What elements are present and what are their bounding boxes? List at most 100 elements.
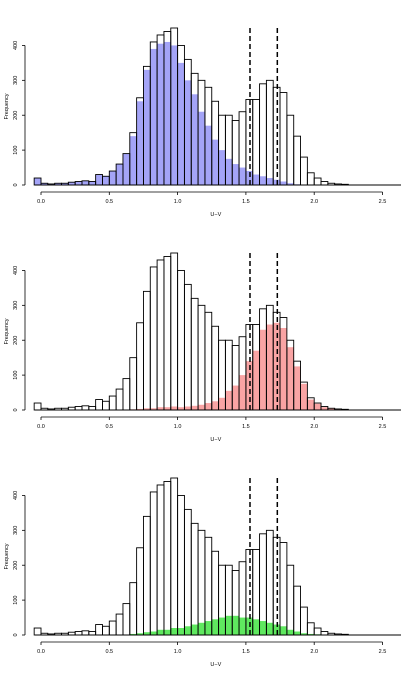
histogram-bar [108,620,117,636]
highlight-bar [204,403,212,410]
highlight-bar [245,171,253,185]
highlight-bar [157,407,164,410]
histogram-panel-2: 0 100 200 300 400 Frequency 0.0 0.5 1.0 1.5 2.0 2.5… [4,252,401,443]
x-tick-label: 0.5 [105,199,113,205]
histogram-bar [136,322,144,411]
histogram-bar [115,388,124,411]
histogram-bar [306,172,315,186]
x-tick-label: 2.5 [379,649,387,655]
y-tick-label: 400 [13,491,19,500]
histogram-bar [183,283,192,411]
x-tick-label: 1.0 [174,649,182,655]
y-tick-label: 0 [13,408,19,411]
x-tick-label: 0.5 [105,424,113,430]
histogram-bar [156,259,165,411]
highlight-bar [47,183,55,185]
highlight-bar [225,615,233,635]
highlight-bar [239,375,246,410]
histogram-bar [293,135,301,186]
x-tick-label: 1.5 [242,424,250,430]
highlight-bar [136,101,144,185]
highlight-bar [204,125,212,185]
highlight-bar [259,621,267,635]
histogram-bar [252,99,261,186]
histogram-bar [102,400,110,411]
histogram-bar [170,477,179,636]
histogram-bar [259,533,267,636]
histogram-bar [102,625,110,636]
y-tick-label: 300 [13,76,19,85]
histogram-bar [170,252,179,411]
highlight-bar [95,174,103,185]
highlight-bar [184,626,192,635]
histogram-bar [286,114,295,186]
x-tick-label: 0.5 [105,649,113,655]
highlight-bar [307,633,315,635]
x-tick-label: 2.5 [379,199,387,205]
histogram-bar [149,491,158,636]
histogram-bar [163,481,172,636]
highlight-bar [300,633,308,635]
histogram-bar [142,515,151,636]
histogram-bar [190,297,199,411]
highlight-bar [61,183,69,185]
highlight-bar [184,406,192,410]
highlight-bar [211,401,219,410]
highlight-bar [198,404,205,410]
x-tick-label: 1.0 [174,199,182,205]
x-tick-label: 0.0 [37,424,45,430]
highlight-bar [252,619,260,635]
highlight-bar [129,136,137,185]
highlight-bar [191,94,199,185]
highlight-bar [286,347,294,410]
highlight-bar [116,164,123,185]
histogram-bar [88,631,97,636]
highlight-bar [273,624,281,635]
histogram-bar [33,402,42,411]
histogram-bar [197,304,206,411]
histogram-bar [183,508,192,636]
histogram-bar [33,627,42,636]
highlight-bar [75,181,82,185]
highlight-bar [88,181,96,185]
highlight-bar [122,153,130,185]
highlight-bar [102,176,110,185]
highlight-bar [191,624,199,635]
histogram-bar [95,624,103,636]
highlight-bar [266,324,274,410]
highlight-bar [177,407,185,410]
y-tick-label: 300 [13,301,19,310]
histogram-bar [265,79,274,186]
highlight-bar [150,631,158,635]
highlight-bar [170,406,178,410]
histogram-bar [74,631,83,636]
histogram-bar [265,529,274,636]
highlight-bar [232,615,240,635]
highlight-bar [218,397,226,410]
histogram-bar [286,564,295,636]
x-tick-label: 1.5 [242,649,250,655]
highlight-bar [280,328,287,410]
histogram-bar [177,269,185,411]
highlight-bar [198,111,205,185]
highlight-bar [266,622,274,635]
highlight-bar [41,183,48,185]
histogram-bar [156,484,165,636]
highlight-bar [163,407,171,410]
y-tick-label: 200 [13,336,19,345]
highlight-bar [321,407,328,410]
histogram-bar [81,630,90,636]
y-tick-label: 400 [13,41,19,50]
y-tick-label: 100 [13,371,19,380]
y-axis-label: Frequency [4,318,10,344]
histogram-bar [136,547,144,636]
x-tick-label: 2.0 [310,649,318,655]
highlight-bar [157,43,164,186]
y-axis-label: Frequency [4,543,10,569]
histogram-bar [163,256,172,411]
x-tick-label: 2.5 [379,424,387,430]
highlight-bar [143,408,151,410]
highlight-bar [191,405,199,410]
y-tick-label: 300 [13,526,19,535]
